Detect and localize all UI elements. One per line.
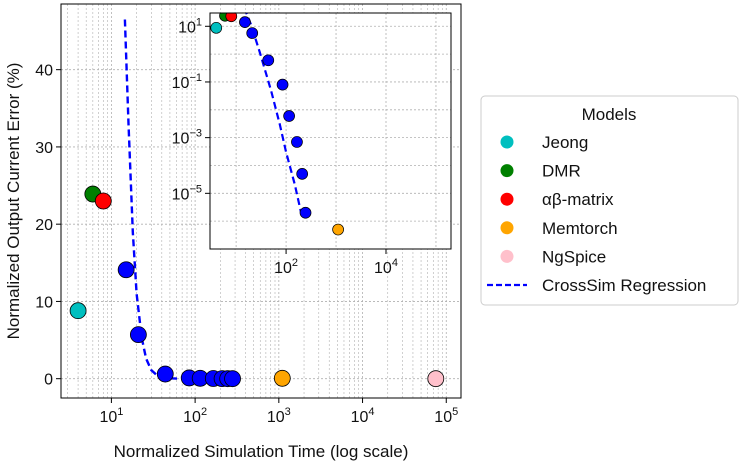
inset-ytick-label: 10−1	[172, 72, 202, 92]
main-xtick-label: 102	[183, 406, 207, 426]
main-regression-line	[123, 19, 196, 380]
main-xtick-label-base: 10	[183, 409, 201, 426]
main-ytick-label: 0	[44, 372, 53, 389]
legend-label-memtorch: Memtorch	[542, 219, 618, 238]
inset-point-crosssim	[276, 78, 289, 91]
inset-point-memtorch	[332, 223, 344, 236]
inset-xtick-label-base: 10	[274, 260, 292, 277]
main-point-ngspice	[427, 370, 445, 388]
main-xtick-label-base: 10	[351, 409, 369, 426]
inset-point-crosssim	[291, 136, 303, 148]
main-xtick-label: 103	[267, 406, 291, 426]
main-xtick-label-base: 10	[434, 409, 452, 426]
inset-point-crosssim	[283, 110, 295, 122]
inset-ytick-label-base: 10	[172, 75, 190, 92]
inset-point-crosssim	[299, 206, 312, 219]
legend-marker-dmr	[500, 164, 514, 178]
main-frame	[60, 3, 462, 399]
inset-ytick-label: 10−3	[172, 128, 202, 148]
inset-xtick-label-base: 10	[374, 260, 392, 277]
inset-xtick-label: 102	[274, 257, 298, 277]
inset-point-crosssim	[262, 54, 275, 67]
inset-point-crosssim	[296, 168, 309, 180]
legend-label-ngspice: NgSpice	[542, 247, 606, 266]
main-ytick-label: 40	[35, 63, 53, 80]
main-ytick-label: 10	[35, 294, 53, 311]
inset-ytick-label-base: 10	[172, 131, 190, 148]
inset-data	[210, 13, 344, 236]
main-ytick-label: 20	[35, 217, 53, 234]
main-xtick-label-exp: 5	[452, 406, 458, 418]
inset-ytick-label-exp: −5	[189, 183, 202, 195]
legend-box	[480, 95, 739, 306]
inset-ytick-label-base: 10	[178, 19, 196, 36]
main-ytick-label: 30	[35, 140, 53, 157]
main-point-crosssim	[117, 261, 135, 279]
inset-point-matrix	[225, 13, 238, 23]
inset-grid	[210, 13, 451, 249]
main-point-crosssim	[129, 326, 147, 344]
main-xtick-label-base: 10	[267, 409, 285, 426]
inset-ytick-label: 101	[178, 16, 202, 36]
main-point-jeong	[69, 302, 87, 320]
main-xtick-label-base: 10	[99, 409, 117, 426]
inset-ytick-label-exp: −1	[189, 72, 202, 84]
legend-marker-matrix	[500, 192, 514, 206]
legend-label-matrix: αβ-matrix	[542, 190, 614, 209]
inset-xtick-label: 104	[374, 257, 398, 277]
main-y-axis-title: Normalized Output Current Error (%)	[4, 63, 23, 340]
main-xtick-label-exp: 4	[368, 406, 374, 418]
inset-point-crosssim	[239, 16, 251, 28]
legend-title: Models	[582, 105, 637, 124]
main-xtick-label-exp: 3	[285, 406, 291, 418]
main-xtick-label-exp: 1	[117, 406, 123, 418]
inset-point-jeong	[210, 21, 223, 34]
inset-ytick-label-exp: 1	[196, 16, 202, 28]
legend-marker-ngspice	[500, 249, 514, 263]
legend-label-jeong: Jeong	[542, 133, 588, 152]
main-xtick-label-exp: 2	[201, 406, 207, 418]
legend: Models Jeong DMR αβ-matrix Memtorch NgSpice Cr…	[480, 95, 739, 306]
main-xtick-label: 104	[351, 406, 375, 426]
main-point-matrix	[94, 192, 112, 210]
main-point-memtorch	[273, 369, 291, 387]
inset-point-crosssim	[246, 27, 259, 39]
inset-plot-area	[210, 13, 451, 249]
main-xtick-label: 105	[434, 406, 458, 426]
legend-marker-jeong	[500, 135, 514, 149]
main-point-crosssim	[156, 365, 174, 383]
inset-xtick-label-exp: 2	[292, 257, 298, 269]
legend-label-crosssim-regression: CrossSim Regression	[542, 276, 706, 295]
main-x-axis-title: Normalized Simulation Time (log scale)	[114, 442, 409, 461]
main-data	[69, 19, 445, 388]
inset-xtick-label-exp: 4	[392, 257, 398, 269]
main-xtick-label: 101	[99, 406, 123, 426]
main-point-crosssim	[224, 370, 241, 388]
inset-ytick-label-exp: −3	[189, 128, 202, 140]
legend-label-dmr: DMR	[542, 162, 581, 181]
inset-ytick-label-base: 10	[172, 186, 190, 203]
inset-frame	[209, 12, 452, 250]
legend-marker-memtorch	[500, 221, 514, 235]
inset-ytick-label: 10−5	[172, 183, 202, 203]
